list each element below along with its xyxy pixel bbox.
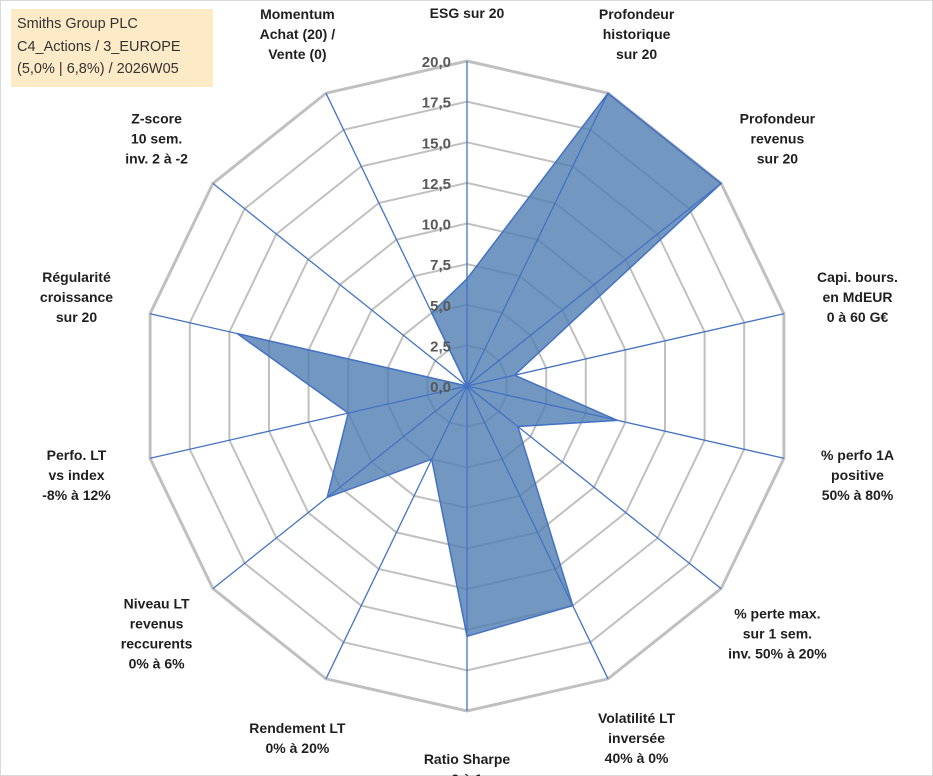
category-label: Profondeur historique sur 20 bbox=[599, 6, 675, 62]
spoke bbox=[466, 182, 722, 387]
category-label-line: reccurents bbox=[121, 636, 193, 652]
series-area bbox=[236, 92, 723, 638]
category-label: Z-score 10 sem. inv. 2 à -2 bbox=[125, 110, 188, 166]
category-label-line: inversée bbox=[608, 730, 665, 746]
category-label: Capi. bours. en MdEUR 0 à 60 G€ bbox=[817, 269, 898, 325]
category-label-line: historique bbox=[603, 26, 671, 42]
category-label-line: sur 20 bbox=[616, 46, 657, 62]
company-name: Smiths Group PLC bbox=[17, 16, 138, 32]
category-label-line: en MdEUR bbox=[823, 289, 893, 305]
category-label-line: sur 20 bbox=[757, 150, 798, 166]
category-label-line: -8% à 12% bbox=[42, 487, 111, 503]
category-label-line: Niveau LT bbox=[124, 596, 190, 612]
tick-label: 0,0 bbox=[430, 379, 451, 396]
category-label-line: Profondeur bbox=[740, 110, 816, 126]
category-label-line: 40% à 0% bbox=[605, 750, 669, 766]
tick-label: 15,0 bbox=[422, 135, 451, 152]
spoke bbox=[212, 182, 468, 387]
category-label-line: inv. 50% à 20% bbox=[728, 646, 827, 662]
category-label-line: % perte max. bbox=[734, 606, 820, 622]
spoke bbox=[149, 313, 468, 387]
tick-label: 10,0 bbox=[422, 217, 451, 234]
category-label: Momentum Achat (20) / Vente (0) bbox=[260, 6, 336, 62]
category-label: % perfo 1A positive 50% à 80% bbox=[821, 447, 894, 503]
category-label-line: Note bbox=[451, 0, 482, 1]
category-label: Niveau LT revenus reccurents 0% à 6% bbox=[121, 596, 193, 672]
spokes bbox=[149, 61, 785, 711]
tick-label: 17,5 bbox=[422, 95, 451, 112]
tick-label: 12,5 bbox=[422, 176, 451, 193]
category-label-line: Z-score bbox=[131, 110, 182, 126]
spoke bbox=[466, 92, 609, 387]
category-label-line: sur 20 bbox=[56, 309, 97, 325]
info-box: Smiths Group PLC C4_Actions / 3_EUROPE (… bbox=[11, 9, 213, 87]
category-label-line: Rendement LT bbox=[249, 720, 346, 736]
spoke bbox=[466, 385, 722, 590]
spoke bbox=[325, 92, 468, 387]
category-label: Régularité croissance sur 20 bbox=[40, 269, 113, 325]
category-label-line: 50% à 80% bbox=[822, 487, 894, 503]
category-label-line: Profondeur bbox=[599, 6, 675, 22]
category-label-line: Régularité bbox=[42, 269, 111, 285]
series-layer bbox=[236, 92, 723, 638]
category-label: % perte max. sur 1 sem. inv. 50% à 20% bbox=[728, 606, 827, 662]
category-label-line: Ratio Sharpe bbox=[424, 751, 511, 767]
category-label-line: Volatilité LT bbox=[598, 710, 676, 726]
tick-label: 7,5 bbox=[430, 257, 451, 274]
category-label: Ratio Sharpe 0 à 1 bbox=[424, 751, 511, 776]
tick-label: 2,5 bbox=[430, 338, 451, 355]
category-label-line: Momentum bbox=[260, 6, 335, 22]
category-label-line: 0% à 20% bbox=[265, 740, 329, 756]
category-label-line: Capi. bours. bbox=[817, 269, 898, 285]
category-label-line: revenus bbox=[751, 130, 805, 146]
category-label: Rendement LT 0% à 20% bbox=[249, 720, 346, 756]
category-label-line: inv. 2 à -2 bbox=[125, 150, 188, 166]
category-label-line: revenus bbox=[130, 616, 184, 632]
category-label-line: Perfo. LT bbox=[47, 447, 107, 463]
tick-label: 5,0 bbox=[430, 298, 451, 315]
spoke bbox=[466, 385, 785, 459]
category-label: Perfo. LT vs index -8% à 12% bbox=[42, 447, 111, 503]
spoke bbox=[149, 385, 468, 459]
category-labels: Note ESG sur 20 Profondeur historique sur 20… bbox=[40, 0, 898, 776]
category-label: Volatilité LT inversée 40% à 0% bbox=[598, 710, 676, 766]
category-label-line: Achat (20) / bbox=[260, 26, 336, 42]
category-label-line: positive bbox=[831, 467, 884, 483]
spoke bbox=[466, 313, 785, 387]
category-label-line: 0% à 6% bbox=[129, 656, 186, 672]
period-label: (5,0% | 6,8%) / 2026W05 bbox=[17, 61, 179, 77]
portfolio-label: C4_Actions / 3_EUROPE bbox=[17, 38, 181, 55]
category-label-line: sur 1 sem. bbox=[743, 626, 812, 642]
category-label-line: 10 sem. bbox=[131, 130, 182, 146]
category-label-line: % perfo 1A bbox=[821, 447, 894, 463]
category-label-line: 0 à 1 bbox=[451, 771, 482, 776]
category-label-line: ESG sur 20 bbox=[430, 5, 505, 21]
spoke bbox=[212, 385, 468, 590]
category-label-line: croissance bbox=[40, 289, 113, 305]
category-label: Profondeur revenus sur 20 bbox=[740, 110, 816, 166]
tick-labels: 0,0 2,5 5,0 7,5 10,0 12,5 15,0 17,5 20,0 bbox=[422, 54, 451, 396]
category-label-line: vs index bbox=[48, 467, 104, 483]
spoke bbox=[325, 385, 468, 680]
category-label: Note ESG sur 20 bbox=[430, 0, 505, 21]
category-label-line: Vente (0) bbox=[268, 46, 326, 62]
tick-label: 20,0 bbox=[422, 54, 451, 71]
spoke bbox=[466, 385, 609, 680]
category-label-line: 0 à 60 G€ bbox=[827, 309, 889, 325]
